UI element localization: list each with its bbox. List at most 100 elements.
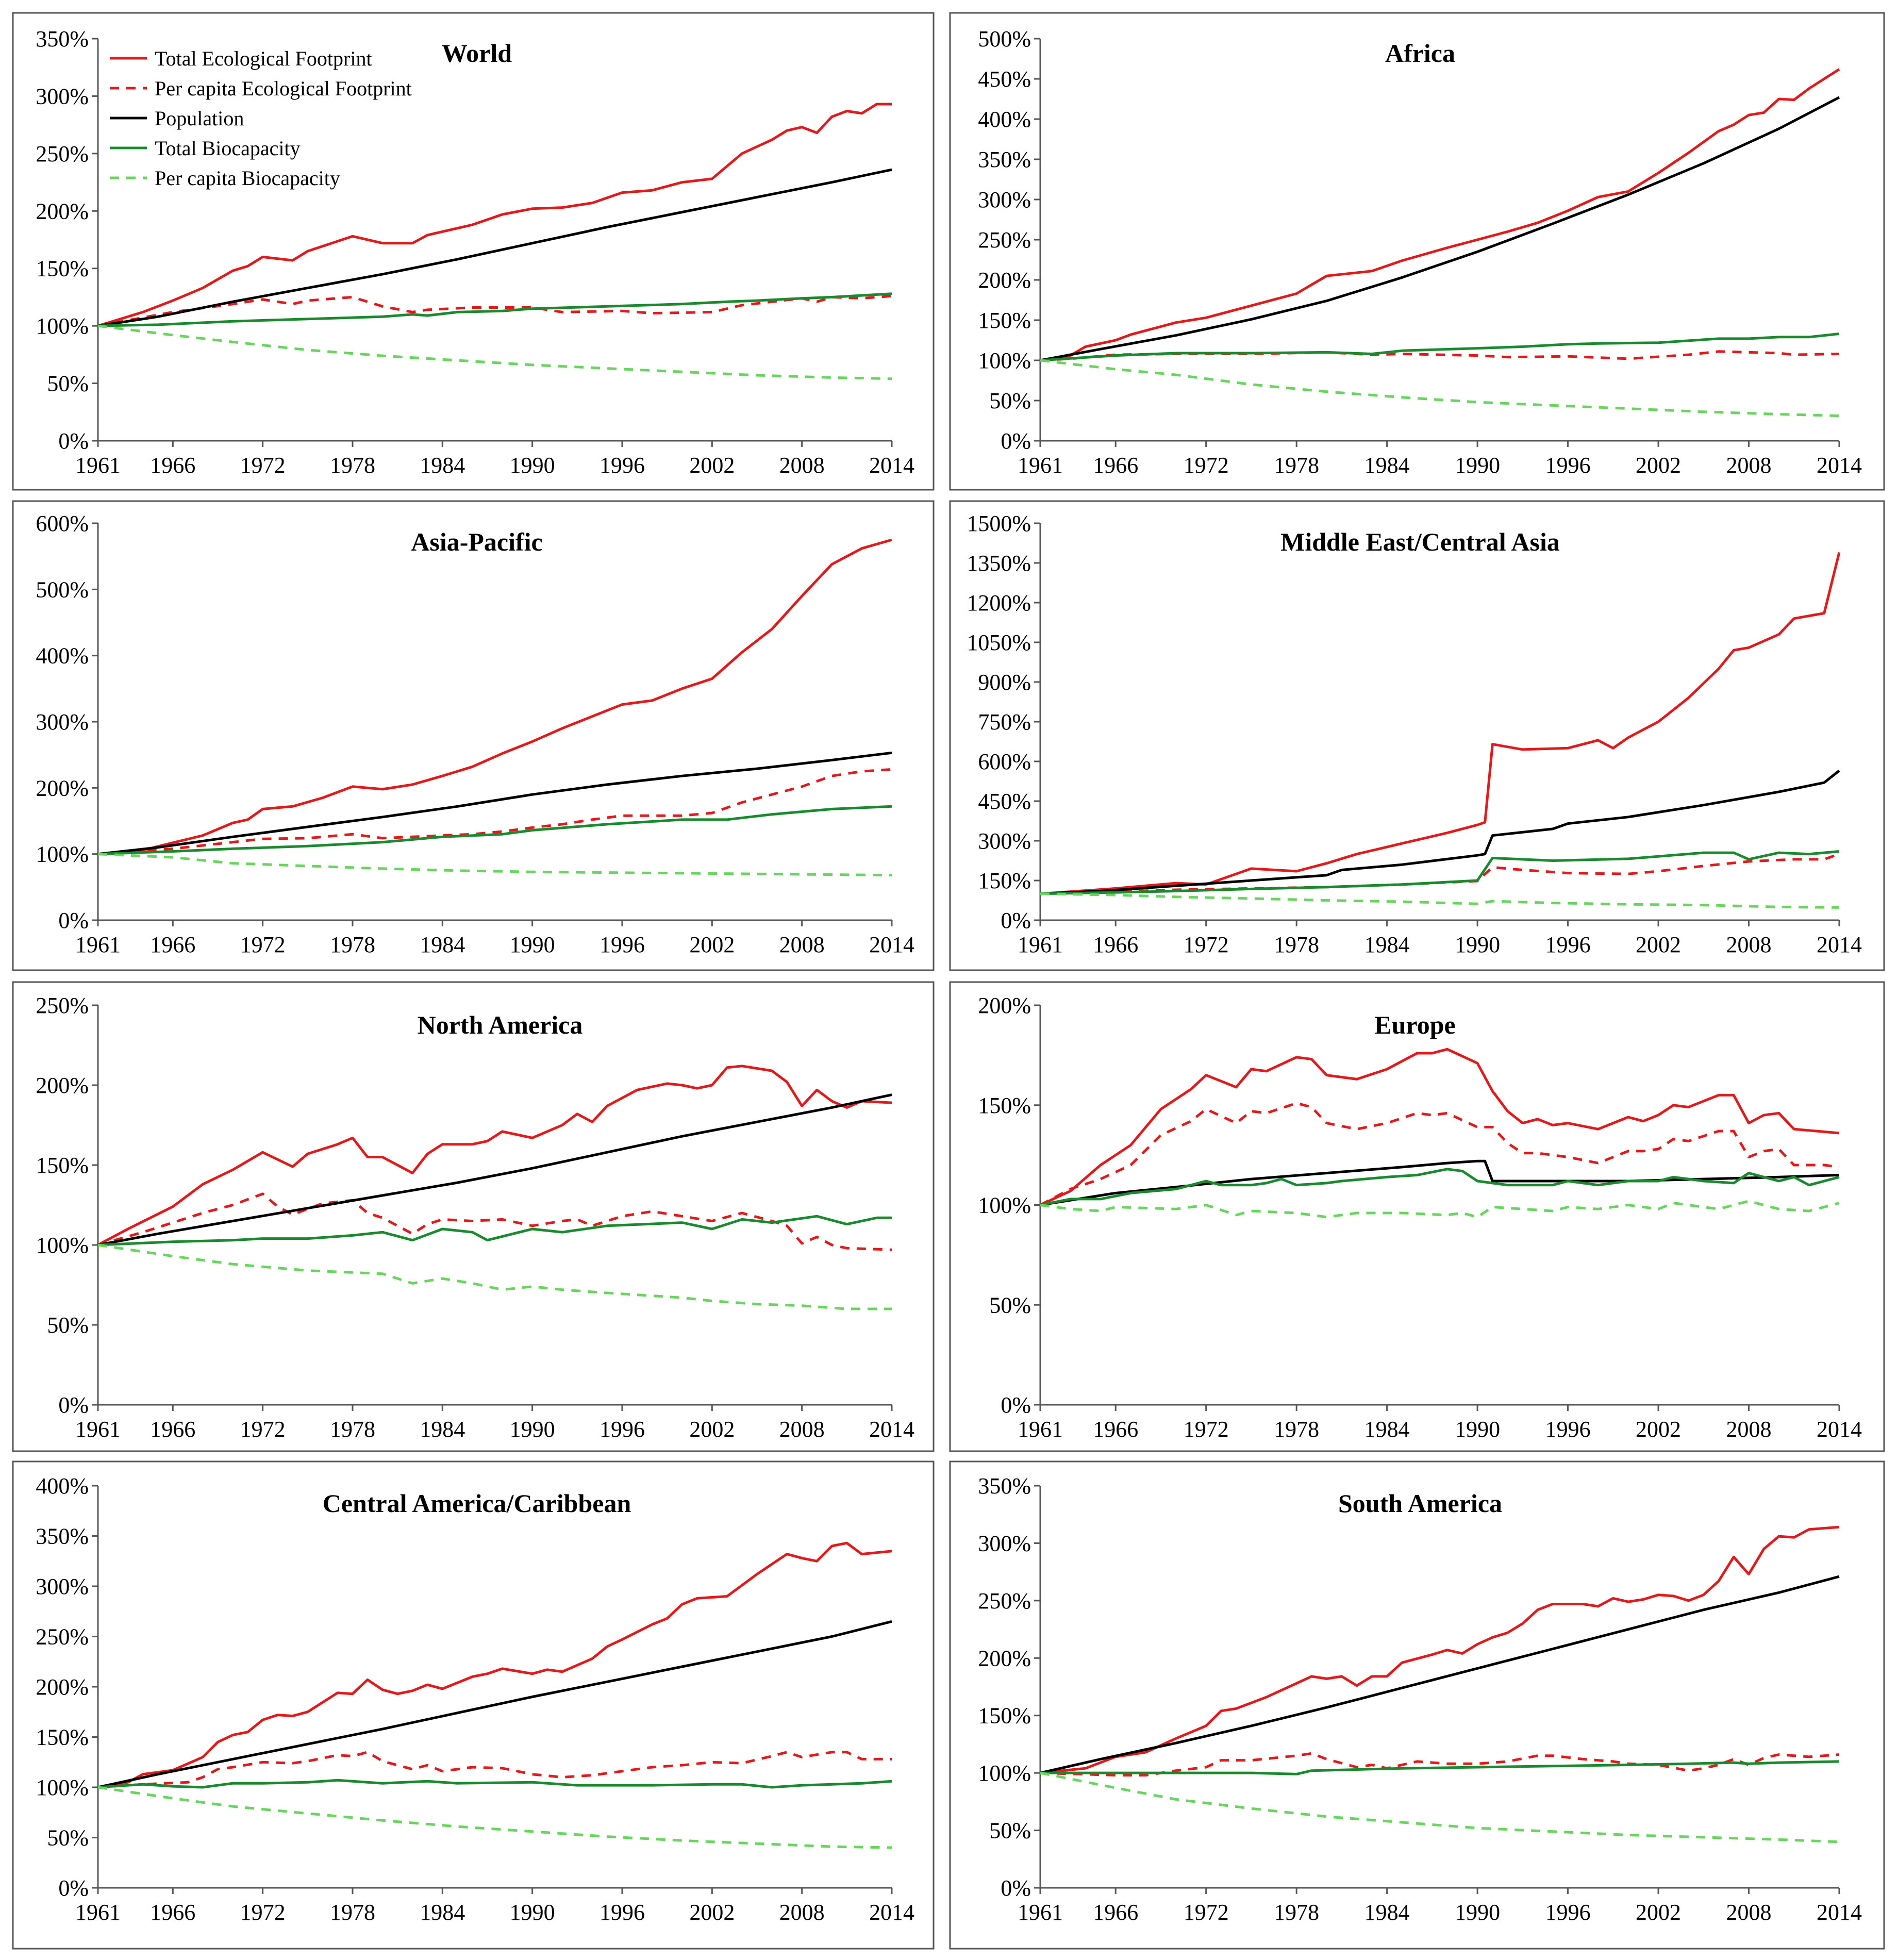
y-tick-label: 400% <box>36 1473 89 1499</box>
series-line-population <box>1040 96 1840 362</box>
y-tick-label: 300% <box>36 84 89 109</box>
chart-frame <box>12 12 935 491</box>
x-tick-label: 1961 <box>75 1900 121 1925</box>
legend-label: Population <box>155 107 244 130</box>
x-tick-label: 1990 <box>510 932 555 957</box>
y-tick-label: 250% <box>978 227 1031 253</box>
x-tick-label: 1966 <box>1093 1417 1138 1442</box>
x-tick-label: 1996 <box>1545 1417 1591 1442</box>
series-line-per-capita-footprint <box>1039 1102 1840 1206</box>
y-tick-label: 100% <box>36 1775 89 1800</box>
x-tick-label: 2002 <box>1636 932 1681 957</box>
y-tick-label: 1050% <box>967 630 1031 655</box>
y-tick-label: 300% <box>36 1574 89 1599</box>
series-line-per-capita-biocapacity <box>97 853 892 877</box>
chart-frame <box>949 981 1885 1452</box>
x-tick-label: 2014 <box>869 932 914 957</box>
x-tick-label: 1984 <box>420 1900 465 1925</box>
x-tick-label: 1996 <box>600 1417 645 1442</box>
y-tick-label: 1200% <box>967 590 1031 616</box>
x-tick-label: 1961 <box>1018 1900 1063 1925</box>
y-tick-label: 0% <box>58 1875 89 1901</box>
x-tick-label: 1966 <box>150 1417 195 1442</box>
legend-label: Per capita Ecological Footprint <box>155 77 412 100</box>
y-tick-label: 200% <box>978 268 1031 293</box>
x-tick-label: 1990 <box>510 453 555 478</box>
x-tick-label: 1996 <box>1545 932 1591 957</box>
chart-europe: 0% 50% 100% 150% 200% 1961 1966 1972 1978 1984 199… <box>949 981 1885 1452</box>
y-tick-label: 50% <box>47 371 89 396</box>
chart-africa: 0% 50% 100% 150% 200% 250% 300% 350% 400% 450% 500… <box>949 12 1885 491</box>
y-tick-label: 150% <box>36 256 89 281</box>
series-line-population <box>97 168 892 327</box>
y-tick-label: 150% <box>978 868 1031 893</box>
y-tick-label: 150% <box>36 1725 89 1750</box>
y-tick-label: 50% <box>47 1825 89 1851</box>
x-tick-label: 2014 <box>1817 1417 1862 1442</box>
x-tick-label: 1966 <box>1093 1900 1138 1925</box>
series-line-total-footprint <box>1040 68 1840 362</box>
x-tick-label: 1966 <box>1093 932 1138 957</box>
x-tick-label: 1984 <box>420 1417 465 1442</box>
x-tick-label: 1996 <box>600 1900 645 1925</box>
x-tick-label: 1984 <box>1364 932 1410 957</box>
x-tick-label: 1972 <box>240 1900 286 1925</box>
x-tick-label: 2014 <box>869 1417 914 1442</box>
chart-title: Middle East/Central Asia <box>1280 527 1560 556</box>
series-line-total-biocapacity <box>1040 333 1840 362</box>
x-tick-label: 1978 <box>1274 932 1319 957</box>
x-tick-label: 2002 <box>1636 453 1681 478</box>
chart-title: North America <box>418 1010 583 1039</box>
y-tick-label: 100% <box>978 1193 1031 1218</box>
chart-title: Asia-Pacific <box>411 527 542 556</box>
x-tick-label: 1990 <box>1455 1900 1500 1925</box>
y-tick-label: 0% <box>1001 1875 1031 1901</box>
x-tick-label: 1961 <box>1018 1417 1063 1442</box>
y-tick-label: 50% <box>47 1313 89 1338</box>
y-tick-label: 600% <box>978 749 1031 774</box>
y-tick-label: 500% <box>36 577 89 602</box>
y-tick-label: 100% <box>978 348 1031 373</box>
chart-title: Africa <box>1385 39 1455 68</box>
y-tick-label: 200% <box>36 1073 89 1098</box>
series-line-population <box>97 751 892 856</box>
x-tick-label: 1990 <box>1455 932 1500 957</box>
x-tick-label: 1990 <box>1455 453 1500 478</box>
y-tick-label: 350% <box>978 1473 1031 1499</box>
x-tick-label: 1961 <box>75 932 121 957</box>
x-tick-label: 2002 <box>1636 1900 1681 1925</box>
x-tick-label: 1978 <box>330 453 375 478</box>
chart-frame <box>949 500 1885 971</box>
y-tick-label: 50% <box>989 1292 1031 1318</box>
x-tick-label: 1984 <box>1364 1417 1410 1442</box>
y-tick-label: 450% <box>978 67 1031 92</box>
chart-middle-east-central-asia: 0% 150% 300% 450% 600% 750% 900% 1050% 1200% 1350… <box>949 500 1885 971</box>
y-tick-label: 500% <box>978 26 1031 52</box>
x-tick-label: 1990 <box>510 1417 555 1442</box>
chart-title: World <box>442 39 512 68</box>
y-tick-label: 350% <box>36 26 89 52</box>
x-tick-label: 2008 <box>779 453 825 478</box>
series-line-total-footprint <box>97 1541 892 1789</box>
y-tick-label: 150% <box>978 1703 1031 1729</box>
series-line-per-capita-footprint <box>97 1192 892 1251</box>
x-tick-label: 1978 <box>1274 453 1319 478</box>
y-tick-label: 100% <box>36 842 89 867</box>
y-tick-label: 100% <box>978 1760 1031 1786</box>
y-tick-label: 250% <box>36 1624 89 1650</box>
x-tick-label: 1972 <box>240 453 286 478</box>
legend-label: Total Ecological Footprint <box>155 47 372 70</box>
x-tick-label: 1972 <box>1184 453 1229 478</box>
y-tick-label: 50% <box>989 388 1031 413</box>
x-tick-label: 1961 <box>75 1417 121 1442</box>
series-line-total-biocapacity <box>97 1779 892 1789</box>
x-tick-label: 2002 <box>689 453 735 478</box>
y-tick-label: 0% <box>1001 428 1031 454</box>
y-tick-label: 200% <box>978 1646 1031 1671</box>
chart-frame <box>949 1460 1885 1950</box>
y-tick-label: 0% <box>58 908 89 933</box>
x-tick-label: 2008 <box>1726 1900 1772 1925</box>
y-tick-label: 100% <box>36 1233 89 1258</box>
y-tick-label: 400% <box>978 107 1031 132</box>
series-line-total-footprint <box>1039 1048 1840 1206</box>
